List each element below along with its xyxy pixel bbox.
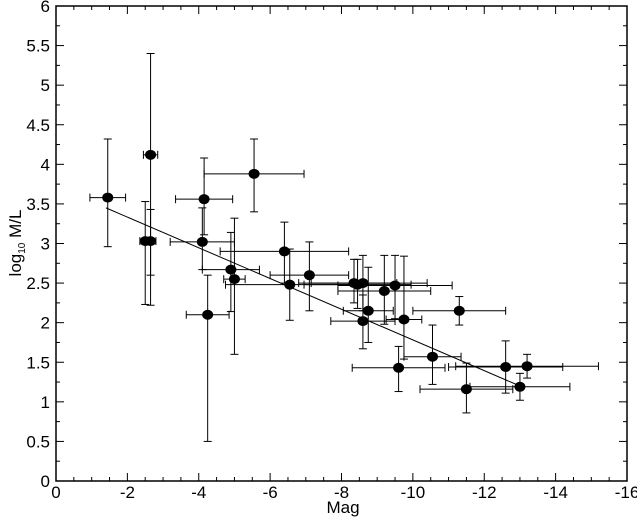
x-tick-label: -2: [120, 483, 135, 502]
data-point: [225, 264, 237, 275]
data-point: [453, 305, 465, 316]
data-point: [521, 361, 533, 372]
data-point: [202, 309, 214, 320]
y-tick-label: 2.5: [26, 274, 50, 293]
y-axis-label-prefix: log: [6, 254, 25, 277]
y-tick-label: 1: [41, 393, 50, 412]
data-point: [278, 246, 290, 257]
y-tick-label: 6: [41, 0, 50, 16]
y-tick-label: 3.5: [26, 195, 50, 214]
y-tick-label: 5.5: [26, 37, 50, 56]
y-tick-label: 3: [41, 235, 50, 254]
x-tick-label: -8: [334, 483, 349, 502]
data-point: [228, 274, 240, 285]
x-tick-label: -14: [543, 483, 568, 502]
data-point: [357, 316, 369, 327]
data-points: [102, 149, 533, 395]
data-point: [427, 351, 439, 362]
data-point: [102, 192, 114, 203]
y-axis-label-subscript: 10: [17, 242, 28, 254]
y-tick-labels: 0 0.5 1 1.5 2 2.5 3 3.5 4 4.5 5 5.5 6: [26, 0, 50, 491]
data-point: [303, 270, 315, 281]
y-tick-label: 0: [41, 472, 50, 491]
data-point: [145, 149, 157, 160]
data-point: [389, 280, 401, 291]
y-tick-label: 4: [41, 155, 50, 174]
y-tick-label: 0.5: [26, 432, 50, 451]
data-point: [357, 278, 369, 289]
y-tick-label: 1.5: [26, 353, 50, 372]
x-tick-labels: 0 -2 -4 -6 -8 -10 -12 -14 -16: [51, 483, 637, 502]
x-tick-label: -12: [472, 483, 497, 502]
data-point: [198, 194, 210, 205]
axis-ticks: [55, 5, 628, 482]
x-tick-label: -4: [191, 483, 206, 502]
y-axis-label-suffix: M/L: [6, 210, 25, 243]
x-tick-label: -6: [263, 483, 278, 502]
x-axis-label: Mag: [326, 498, 359, 517]
data-point: [362, 305, 374, 316]
data-point: [500, 362, 512, 372]
y-tick-label: 4.5: [26, 116, 50, 135]
x-tick-label: 0: [51, 483, 60, 502]
data-point: [196, 236, 208, 247]
x-tick-label: -16: [615, 483, 637, 502]
x-tick-label: -10: [401, 483, 426, 502]
data-point: [378, 286, 390, 296]
data-point: [145, 236, 157, 247]
data-point: [514, 381, 526, 392]
data-point: [248, 168, 260, 179]
y-tick-label: 5: [41, 76, 50, 95]
y-tick-label: 2: [41, 314, 50, 333]
data-point: [460, 384, 472, 395]
data-point: [398, 314, 410, 325]
data-point: [284, 279, 296, 290]
data-point: [393, 362, 405, 373]
y-axis-label: log10 M/L: [6, 210, 28, 277]
